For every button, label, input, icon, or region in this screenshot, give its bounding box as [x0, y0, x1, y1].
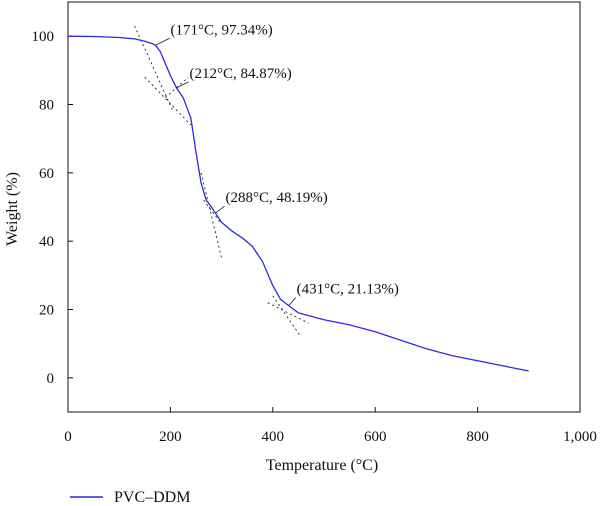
- plot-frame: [67, 1, 581, 413]
- legend: PVC–DDM: [70, 489, 190, 506]
- y-tick-label: 60: [39, 166, 54, 182]
- annotation-label: (288°C, 48.19%): [225, 190, 327, 206]
- x-tick-label: 0: [64, 429, 72, 445]
- x-tick-label: 200: [159, 429, 182, 445]
- annotations: (171°C, 97.34%) (212°C, 84.87%) (288°C, 48…: [155, 22, 399, 306]
- tangent-guide: [203, 199, 222, 225]
- axes: 0 200 400 600 800 1,000 0 20 40 60 80 100: [32, 1, 597, 445]
- annotation-leader: [155, 37, 170, 46]
- annotation-leader: [288, 297, 296, 306]
- annotation-label: (212°C, 84.87%): [190, 66, 292, 82]
- series-line-pvc-ddm: [67, 35, 529, 372]
- y-tick-label: 100: [32, 29, 55, 45]
- x-axis-label: Temperature (°C): [266, 457, 378, 474]
- annotation-leader: [176, 81, 189, 89]
- tangent-guide: [144, 76, 192, 126]
- series-layer: [67, 35, 529, 372]
- x-tick-label: 1,000: [563, 429, 597, 445]
- legend-label: PVC–DDM: [114, 489, 190, 506]
- y-tick-label: 20: [39, 303, 54, 319]
- x-tick-label: 400: [262, 429, 285, 445]
- x-tick-label: 600: [364, 429, 387, 445]
- tangent-guide: [272, 295, 302, 338]
- tangent-guide: [200, 172, 223, 259]
- y-tick-label: 0: [47, 371, 55, 387]
- y-tick-label: 80: [39, 98, 54, 114]
- annotation-label: (171°C, 97.34%): [171, 22, 273, 38]
- x-tick-label: 800: [466, 429, 489, 445]
- annotation-leader: [215, 205, 225, 214]
- y-axis-label: Weight (%): [4, 172, 21, 246]
- y-tick-label: 40: [39, 234, 54, 250]
- annotation-label: (431°C, 21.13%): [297, 282, 399, 298]
